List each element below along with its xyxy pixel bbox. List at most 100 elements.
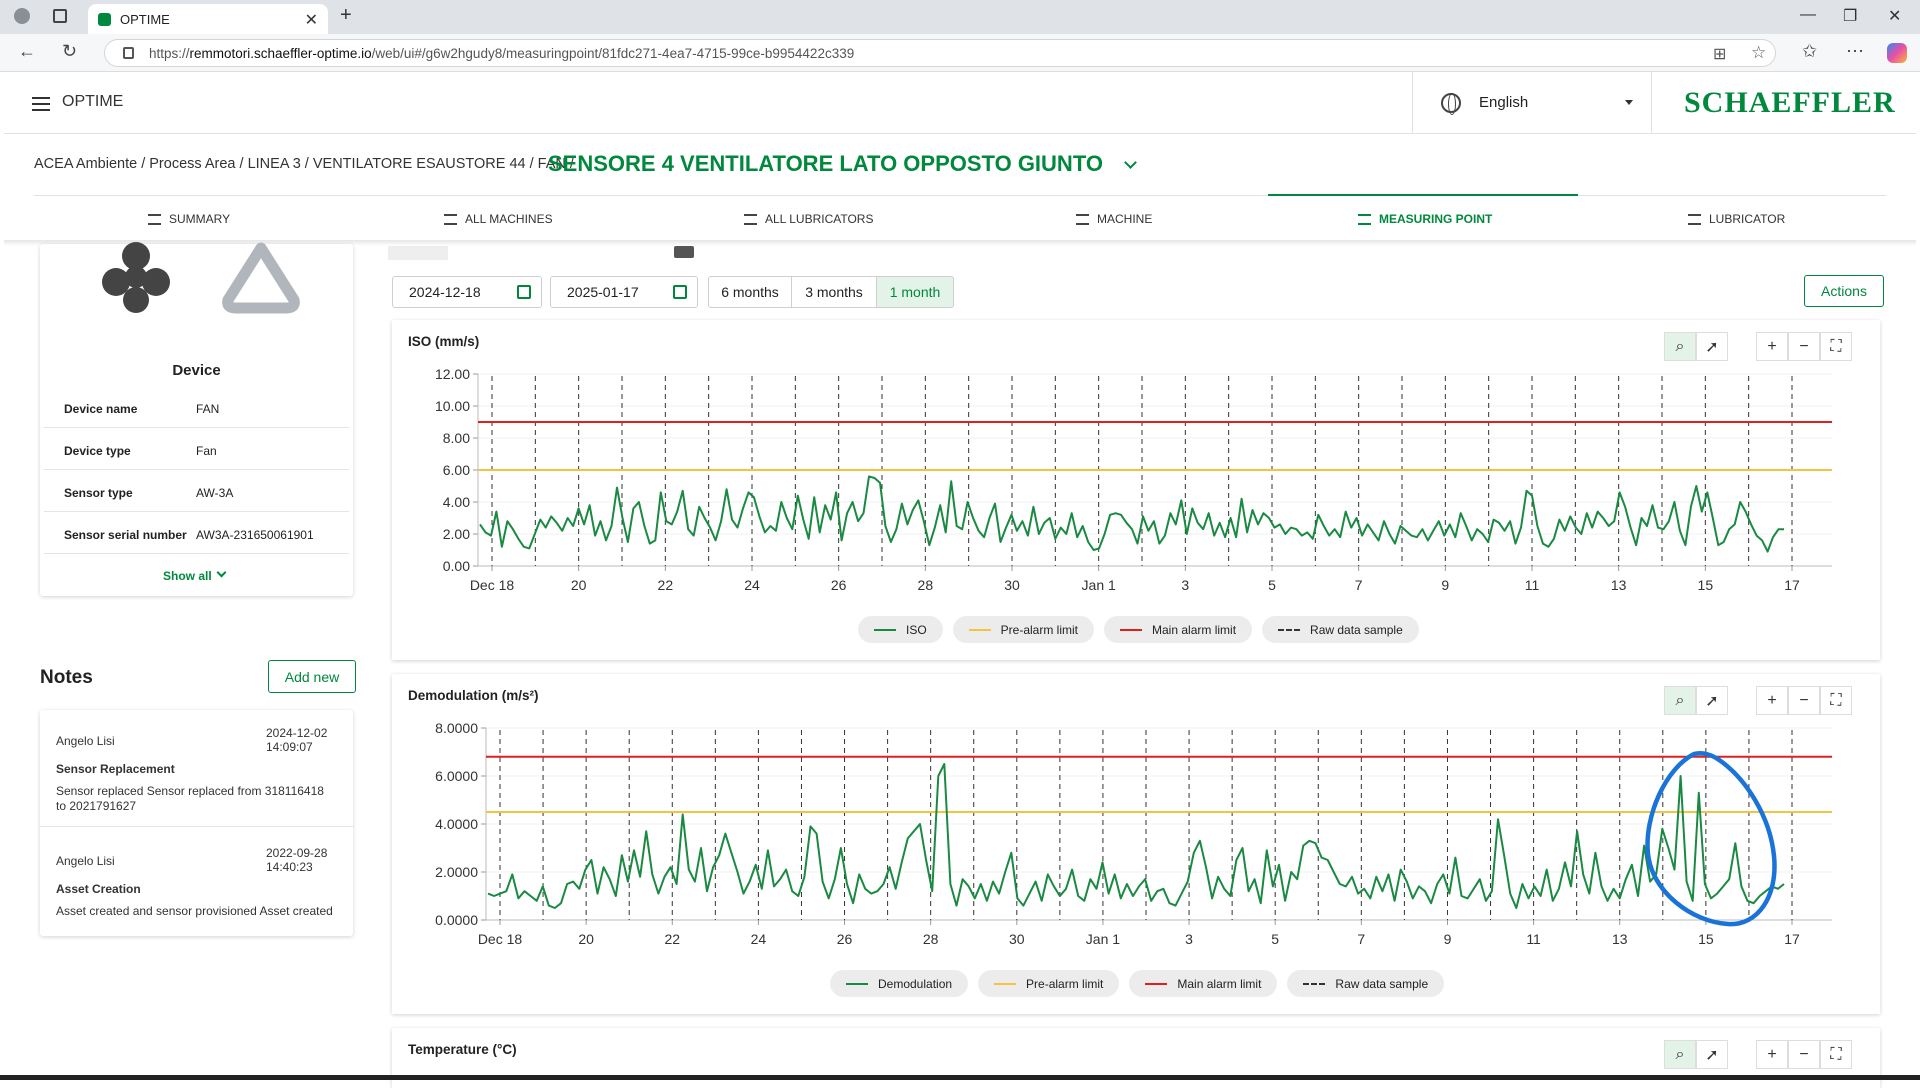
x-tick-label: 22 — [658, 577, 674, 590]
lubricator-icon — [1688, 213, 1701, 225]
tab-all-machines[interactable]: ALL MACHINES — [444, 196, 553, 242]
x-tick-label: 11 — [1526, 931, 1541, 944]
note-title[interactable]: Sensor Replacement — [56, 762, 175, 776]
x-tick-label: 30 — [1009, 931, 1025, 944]
new-tab-icon[interactable]: + — [340, 4, 352, 26]
legend-raw-data[interactable]: Raw data sample — [1262, 616, 1419, 643]
note-time: 14:09:07 — [266, 740, 313, 754]
legend-main-alarm[interactable]: Main alarm limit — [1129, 970, 1278, 997]
legend-demodulation[interactable]: Demodulation — [830, 970, 969, 997]
pointer-icon[interactable]: ➚ — [1696, 1040, 1728, 1069]
hamburger-menu-icon[interactable] — [32, 97, 50, 111]
show-all-link[interactable]: Show all — [163, 569, 212, 583]
legend-pre-alarm[interactable]: Pre-alarm limit — [978, 970, 1120, 997]
language-value: English — [1479, 94, 1529, 111]
demodulation-legend: Demodulation Pre-alarm limit Main alarm … — [830, 970, 1445, 997]
fan-icon — [102, 242, 170, 313]
note-author: Angelo Lisi — [56, 854, 115, 868]
calendar-icon[interactable] — [673, 285, 687, 299]
more-menu-icon[interactable]: ⋯ — [1846, 41, 1864, 61]
copilot-icon[interactable] — [1887, 43, 1907, 63]
browser-tab[interactable]: OPTIME ✕ — [88, 4, 328, 34]
tab-summary[interactable]: SUMMARY — [148, 196, 230, 242]
browser-toolbar: ← ↻ https://remmotori.schaeffler-optime.… — [0, 34, 1920, 72]
app-header: OPTIME English SCHAEFFLER — [4, 72, 1916, 134]
note-date: 2022-09-28 — [266, 846, 328, 860]
tab-close-icon[interactable]: ✕ — [304, 12, 318, 29]
tab-lubricator[interactable]: LUBRICATOR — [1688, 196, 1785, 242]
pointer-icon[interactable]: ➚ — [1696, 686, 1728, 715]
browser-tabstrip: OPTIME ✕ + — ❐ ✕ — [0, 0, 1920, 34]
date-from-input[interactable]: 2024-12-18 — [392, 276, 542, 308]
note-title[interactable]: Asset Creation — [56, 882, 141, 896]
app-available-icon[interactable]: ⊞ — [1713, 46, 1727, 63]
partially-hidden-control[interactable] — [388, 246, 448, 260]
zoom-search-icon[interactable]: ⌕ — [1664, 1040, 1696, 1069]
actions-button[interactable]: Actions — [1804, 275, 1884, 307]
title-chevron-down-icon[interactable] — [1124, 156, 1137, 169]
iso-legend: ISO Pre-alarm limit Main alarm limit Raw… — [858, 616, 1419, 643]
tab-label: MACHINE — [1097, 212, 1153, 226]
legend-pre-alarm[interactable]: Pre-alarm limit — [952, 616, 1095, 643]
url-prefix: https:// — [149, 45, 190, 61]
date-to-input[interactable]: 2025-01-17 — [550, 276, 698, 308]
range-3-months[interactable]: 3 months — [791, 276, 877, 308]
legend-raw-data[interactable]: Raw data sample — [1287, 970, 1445, 997]
x-tick-label: Jan 1 — [1086, 931, 1120, 944]
tab-measuring-point[interactable]: MEASURING POINT — [1358, 196, 1492, 242]
note-body: Sensor replaced Sensor replaced from 318… — [56, 784, 324, 798]
globe-icon — [1441, 93, 1461, 115]
range-6-months[interactable]: 6 months — [708, 276, 792, 308]
tab-all-lubricators[interactable]: ALL LUBRICATORS — [744, 196, 873, 242]
window-close-icon[interactable]: ✕ — [1888, 8, 1902, 25]
zoom-search-icon[interactable]: ⌕ — [1664, 686, 1696, 715]
favorites-icon[interactable]: ✩ — [1802, 41, 1818, 61]
profile-icon[interactable] — [14, 8, 30, 24]
favorite-star-icon[interactable]: ☆ — [1751, 43, 1767, 62]
language-select[interactable]: English — [1412, 72, 1652, 134]
tab-label: SUMMARY — [169, 212, 231, 226]
y-tick-label: 8.00 — [443, 430, 470, 446]
notes-title: Notes — [40, 667, 93, 688]
legend-main-alarm[interactable]: Main alarm limit — [1104, 616, 1253, 643]
back-icon[interactable]: ← — [18, 41, 36, 61]
summary-icon — [148, 213, 161, 225]
address-bar[interactable]: https://remmotori.schaeffler-optime.io/w… — [104, 39, 1776, 67]
range-1-month[interactable]: 1 month — [876, 276, 954, 308]
fullscreen-icon[interactable]: ⛶ — [1820, 332, 1852, 361]
x-tick-label: 17 — [1784, 577, 1800, 590]
zoom-out-icon[interactable]: − — [1788, 332, 1820, 361]
reload-icon[interactable]: ↻ — [62, 41, 78, 61]
tab-machine[interactable]: MACHINE — [1076, 196, 1152, 242]
zoom-search-icon[interactable]: ⌕ — [1664, 332, 1696, 361]
x-tick-label: 11 — [1525, 577, 1540, 590]
site-info-icon[interactable] — [123, 47, 134, 59]
zoom-in-icon[interactable]: + — [1756, 332, 1788, 361]
tab-label: MEASURING POINT — [1379, 212, 1493, 226]
row-value: Fan — [196, 444, 217, 458]
zoom-out-icon[interactable]: − — [1788, 686, 1820, 715]
partially-hidden-handle[interactable] — [674, 246, 694, 258]
x-tick-label: 24 — [751, 931, 767, 944]
add-note-button[interactable]: Add new — [268, 660, 356, 693]
zoom-out-icon[interactable]: − — [1788, 1040, 1820, 1069]
calendar-icon[interactable] — [517, 285, 531, 299]
legend-label: Pre-alarm limit — [1000, 622, 1079, 637]
tab-actions-icon[interactable] — [53, 9, 67, 23]
pointer-icon[interactable]: ➚ — [1696, 332, 1728, 361]
legend-iso[interactable]: ISO — [858, 616, 943, 643]
restore-icon[interactable]: ❐ — [1843, 8, 1858, 25]
x-tick-label: 13 — [1612, 931, 1628, 944]
breadcrumb[interactable]: ACEA Ambiente / Process Area / LINEA 3 /… — [34, 156, 574, 172]
row-key: Device name — [64, 402, 138, 416]
fullscreen-icon[interactable]: ⛶ — [1820, 686, 1852, 715]
header-shadow — [4, 240, 1916, 246]
zoom-in-icon[interactable]: + — [1756, 1040, 1788, 1069]
series-line — [479, 475, 1784, 553]
minimize-icon[interactable]: — — [1800, 6, 1816, 23]
legend-label: Main alarm limit — [1152, 622, 1237, 637]
zoom-in-icon[interactable]: + — [1756, 686, 1788, 715]
fullscreen-icon[interactable]: ⛶ — [1820, 1040, 1852, 1069]
